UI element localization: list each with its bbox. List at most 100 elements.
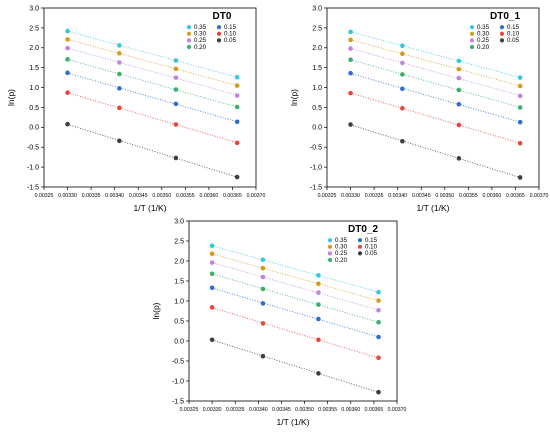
x-tick-label: 0.00370 (388, 407, 407, 413)
data-point-0.35-1 (117, 43, 122, 48)
data-point-0.30-1 (117, 51, 122, 56)
x-tick-label: 0.00360 (483, 193, 502, 199)
legend-label: 0.30 (194, 31, 207, 38)
data-point-0.15-0 (348, 70, 353, 76)
x-tick-label: 0.00355 (318, 407, 337, 413)
legend-label: 0.25 (335, 250, 348, 257)
data-point-0.25-2 (173, 75, 179, 80)
data-point-0.25-0 (209, 260, 215, 265)
data-point-0.10-3 (376, 355, 381, 361)
y-axis-label: ln(p) (151, 302, 161, 319)
x-axis-label: 1/T (1/K) (417, 203, 450, 213)
data-point-0.10-2 (173, 122, 179, 127)
data-point-0.35-3 (234, 74, 240, 80)
legend-marker-0.05 (499, 38, 505, 43)
legend-label: 0.10 (365, 244, 378, 251)
x-tick-label: 0.00340 (105, 193, 124, 199)
y-tick-label: 2.0 (174, 258, 184, 265)
legend-marker-0.30 (469, 31, 475, 36)
legend-marker-0.10 (499, 31, 505, 36)
data-point-0.10-3 (234, 140, 240, 146)
trendline-0.05 (211, 339, 379, 393)
data-point-0.25-2 (456, 75, 462, 81)
legend-label: 0.35 (477, 24, 490, 31)
chart-title: DT0 (213, 11, 232, 22)
trendline-0.10 (350, 92, 521, 144)
legend-marker-0.35 (186, 25, 192, 30)
data-point-0.15-2 (316, 316, 321, 322)
data-point-0.05-0 (209, 337, 215, 343)
legend-label: 0.25 (477, 37, 490, 44)
data-point-0.15-3 (376, 334, 381, 340)
x-tick-label: 0.00340 (388, 193, 407, 199)
data-point-0.10-1 (260, 321, 266, 326)
x-tick-label: 0.00325 (318, 193, 337, 199)
x-tick-label: 0.00345 (129, 193, 148, 199)
y-tick-label: -1.5 (310, 184, 322, 191)
x-axis-label: 1/T (1/K) (277, 417, 310, 427)
data-point-0.05-0 (348, 122, 353, 127)
y-tick-label: -0.5 (172, 358, 184, 365)
legend-marker-0.15 (357, 238, 363, 243)
data-point-0.20-2 (173, 87, 179, 92)
trendline-0.30 (350, 39, 521, 87)
y-tick-label: -1.5 (27, 184, 39, 191)
data-point-0.35-0 (209, 243, 215, 249)
x-axis-label: 1/T (1/K) (134, 203, 167, 213)
trendline-0.05 (67, 123, 238, 178)
data-point-0.35-2 (316, 273, 321, 278)
y-tick-label: 2.5 (174, 238, 184, 245)
data-point-0.35-3 (376, 289, 381, 295)
trendline-0.30 (67, 38, 238, 86)
x-tick-label: 0.00330 (341, 193, 360, 199)
trendline-0.15 (350, 73, 521, 123)
legend-marker-0.25 (469, 38, 475, 43)
legend-marker-0.25 (186, 38, 192, 43)
plot-frame (188, 220, 398, 402)
trendline-0.20 (350, 59, 521, 108)
x-tick-label: 0.00365 (223, 193, 242, 199)
trendline-0.35 (67, 30, 238, 78)
y-tick-label: 0.0 (29, 125, 39, 132)
data-point-0.15-1 (260, 301, 266, 306)
trendline-0.15 (67, 72, 238, 123)
legend-marker-0.05 (216, 38, 222, 43)
y-tick-label: 2.5 (312, 25, 322, 32)
data-point-0.20-3 (376, 319, 381, 325)
data-point-0.35-2 (456, 58, 462, 64)
data-point-0.25-1 (260, 274, 266, 280)
data-point-0.15-2 (456, 101, 462, 107)
legend-marker-0.05 (357, 251, 363, 256)
trendline-0.35 (211, 245, 379, 293)
data-point-0.35-1 (260, 257, 266, 263)
legend-marker-0.30 (327, 244, 333, 249)
data-point-0.25-1 (400, 60, 405, 66)
x-tick-label: 0.00365 (506, 193, 525, 199)
chart-panel-1: 0.00325 0.00330 0.00335 0.00340 0.00345 0.003… (289, 5, 548, 213)
y-tick-label: -0.5 (310, 145, 322, 152)
data-point-0.25-3 (517, 93, 523, 99)
chart-title: DT0_1 (490, 11, 520, 22)
data-point-0.05-3 (234, 174, 240, 180)
trendline-0.35 (350, 31, 521, 78)
data-point-0.20-2 (456, 87, 462, 93)
data-point-0.35-2 (173, 58, 179, 63)
data-point-0.15-0 (209, 285, 215, 291)
chart-title: DT0_2 (348, 224, 378, 235)
trendline-0.30 (211, 253, 379, 302)
chart-panel-2: 0.00325 0.00330 0.00335 0.00340 0.00345 0.003… (151, 218, 406, 427)
data-point-0.05-1 (400, 138, 405, 144)
legend-label: 0.15 (365, 237, 378, 244)
data-point-0.30-3 (376, 298, 381, 303)
data-point-0.10-1 (117, 105, 122, 111)
data-point-0.15-2 (173, 101, 179, 107)
legend-label: 0.05 (507, 37, 520, 44)
data-point-0.15-1 (400, 86, 405, 92)
trendline-0.10 (67, 92, 238, 144)
legend-label: 0.35 (194, 24, 207, 31)
data-point-0.30-1 (400, 51, 405, 57)
data-point-0.05-1 (260, 353, 266, 359)
data-point-0.10-0 (348, 90, 353, 96)
data-point-0.15-3 (234, 119, 240, 125)
